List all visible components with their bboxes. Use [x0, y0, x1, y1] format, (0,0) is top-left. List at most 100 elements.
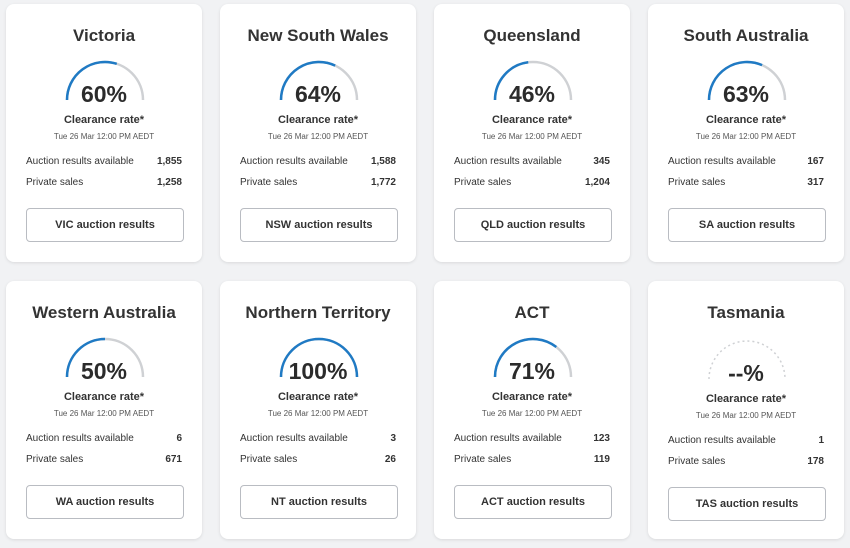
clearance-gauge [65, 337, 145, 378]
auction-results-label: Auction results available [668, 156, 776, 167]
clearance-gauge [493, 60, 573, 101]
nt-auction-results-button[interactable]: NT auction results [240, 485, 398, 519]
private-sales-row: Private sales 26 [240, 454, 396, 465]
clearance-rate-value: 71% [508, 358, 556, 384]
auction-results-row: Auction results available 123 [454, 433, 610, 444]
auction-results-count: 3 [390, 433, 396, 444]
auction-results-label: Auction results available [240, 156, 348, 167]
clearance-gauge [279, 60, 359, 101]
clearance-rate-value: 100% [288, 358, 348, 384]
clearance-rate-label: Clearance rate* [705, 114, 787, 126]
clearance-gauge [708, 340, 786, 380]
gauge-fill [279, 60, 336, 101]
auction-results-count: 1 [818, 435, 824, 446]
clearance-date: Tue 26 Mar 12:00 PM AEDT [481, 132, 583, 141]
private-sales-count: 178 [807, 456, 824, 467]
private-sales-row: Private sales 1,204 [454, 177, 610, 188]
private-sales-count: 671 [165, 454, 182, 465]
state-title: Tasmania [707, 303, 785, 322]
private-sales-label: Private sales [240, 177, 298, 188]
private-sales-row: Private sales 119 [454, 454, 610, 465]
auction-results-label: Auction results available [668, 435, 776, 446]
clearance-rate-label: Clearance rate* [63, 114, 145, 126]
clearance-rate-label: Clearance rate* [277, 114, 359, 126]
gauge-fill [65, 60, 118, 101]
gauge-fill [493, 61, 529, 101]
clearance-rate-value: 50% [80, 358, 128, 384]
gauge-track [708, 340, 786, 380]
auction-results-row: Auction results available 1 [668, 435, 824, 446]
clearance-date: Tue 26 Mar 12:00 PM AEDT [267, 132, 369, 141]
private-sales-label: Private sales [454, 454, 512, 465]
qld-auction-results-button[interactable]: QLD auction results [454, 208, 612, 242]
auction-results-row: Auction results available 345 [454, 156, 610, 167]
state-card-act: ACT 71% Clearance rate* Tue 26 Mar 12:00… [434, 281, 630, 539]
tas-auction-results-button[interactable]: TAS auction results [668, 487, 826, 521]
nsw-auction-results-button[interactable]: NSW auction results [240, 208, 398, 242]
private-sales-row: Private sales 1,258 [26, 177, 182, 188]
auction-results-label: Auction results available [26, 433, 134, 444]
state-title: Victoria [72, 26, 136, 45]
auction-results-row: Auction results available 3 [240, 433, 396, 444]
gauge-fill [707, 60, 763, 101]
auction-results-count: 1,855 [156, 156, 182, 167]
sa-auction-results-button[interactable]: SA auction results [668, 208, 826, 242]
auction-results-count: 345 [593, 156, 610, 167]
state-card-victoria: Victoria 60% Clearance rate* Tue 26 Mar … [6, 4, 202, 262]
auction-results-count: 167 [807, 156, 824, 167]
state-title: South Australia [683, 26, 809, 45]
state-card-tas: Tasmania --% Clearance rate* Tue 26 Mar … [648, 281, 844, 539]
act-auction-results-button[interactable]: ACT auction results [454, 485, 612, 519]
private-sales-label: Private sales [26, 454, 84, 465]
auction-results-count: 123 [593, 433, 610, 444]
private-sales-row: Private sales 671 [26, 454, 182, 465]
state-title: Western Australia [32, 303, 176, 322]
state-title: New South Wales [247, 26, 389, 45]
state-card-qld: Queensland 46% Clearance rate* Tue 26 Ma… [434, 4, 630, 262]
auction-results-row: Auction results available 1,588 [240, 156, 396, 167]
clearance-date: Tue 26 Mar 12:00 PM AEDT [481, 409, 583, 418]
auction-results-row: Auction results available 6 [26, 433, 182, 444]
state-card-sa: South Australia 63% Clearance rate* Tue … [648, 4, 844, 262]
gauge-fill [493, 337, 558, 378]
private-sales-label: Private sales [668, 456, 726, 467]
clearance-rate-label: Clearance rate* [277, 391, 359, 403]
gauge-fill [279, 337, 359, 378]
clearance-rate-label: Clearance rate* [491, 391, 573, 403]
private-sales-row: Private sales 178 [668, 456, 824, 467]
clearance-rate-label: Clearance rate* [63, 391, 145, 403]
clearance-rate-value: 60% [80, 81, 128, 107]
state-title: Queensland [483, 26, 581, 45]
clearance-date: Tue 26 Mar 12:00 PM AEDT [53, 132, 155, 141]
private-sales-count: 1,204 [584, 177, 610, 188]
vic-auction-results-button[interactable]: VIC auction results [26, 208, 184, 242]
clearance-rate-value: 63% [722, 81, 770, 107]
state-card-wa: Western Australia 50% Clearance rate* Tu… [6, 281, 202, 539]
auction-results-label: Auction results available [454, 433, 562, 444]
auction-results-count: 1,588 [370, 156, 396, 167]
private-sales-count: 1,772 [370, 177, 396, 188]
clearance-rate-value: --% [728, 360, 764, 386]
wa-auction-results-button[interactable]: WA auction results [26, 485, 184, 519]
private-sales-label: Private sales [454, 177, 512, 188]
clearance-rate-value: 46% [508, 81, 556, 107]
clearance-gauge [279, 337, 359, 378]
auction-results-label: Auction results available [240, 433, 348, 444]
private-sales-row: Private sales 1,772 [240, 177, 396, 188]
clearance-rate-value: 64% [294, 81, 342, 107]
private-sales-count: 119 [593, 454, 610, 465]
clearance-rate-label: Clearance rate* [705, 393, 787, 405]
auction-results-label: Auction results available [454, 156, 562, 167]
private-sales-count: 1,258 [156, 177, 182, 188]
clearance-date: Tue 26 Mar 12:00 PM AEDT [53, 409, 155, 418]
private-sales-count: 317 [807, 177, 824, 188]
state-card-nt: Northern Territory 100% Clearance rate* … [220, 281, 416, 539]
clearance-date: Tue 26 Mar 12:00 PM AEDT [695, 132, 797, 141]
clearance-gauge [707, 60, 787, 101]
auction-results-row: Auction results available 1,855 [26, 156, 182, 167]
private-sales-row: Private sales 317 [668, 177, 824, 188]
state-title: ACT [514, 303, 550, 322]
clearance-rate-label: Clearance rate* [491, 114, 573, 126]
clearance-date: Tue 26 Mar 12:00 PM AEDT [267, 409, 369, 418]
auction-results-count: 6 [176, 433, 182, 444]
